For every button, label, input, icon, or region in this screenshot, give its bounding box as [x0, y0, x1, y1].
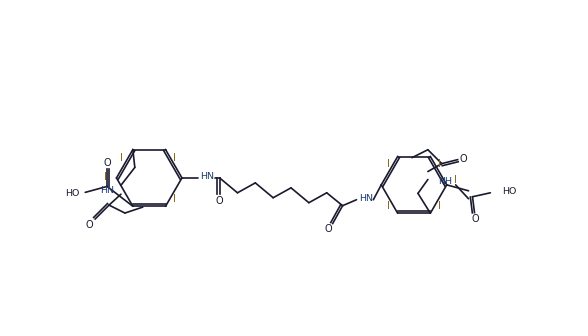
Text: O: O [85, 220, 93, 230]
Text: HO: HO [65, 189, 79, 198]
Text: I: I [438, 201, 441, 211]
Text: O: O [460, 154, 467, 164]
Text: HN: HN [200, 172, 213, 181]
Text: I: I [387, 160, 390, 169]
Text: I: I [173, 153, 176, 163]
Text: HN: HN [100, 186, 114, 195]
Text: I: I [454, 175, 457, 185]
Text: I: I [121, 153, 123, 163]
Text: O: O [103, 158, 111, 168]
Text: I: I [173, 194, 176, 204]
Text: O: O [325, 224, 333, 235]
Text: NH: NH [438, 177, 452, 186]
Text: O: O [472, 214, 479, 223]
Text: HN: HN [359, 194, 373, 203]
Text: HO: HO [502, 187, 517, 196]
Text: I: I [438, 160, 441, 169]
Text: O: O [216, 196, 223, 206]
Text: I: I [387, 201, 390, 211]
Text: I: I [104, 172, 107, 182]
